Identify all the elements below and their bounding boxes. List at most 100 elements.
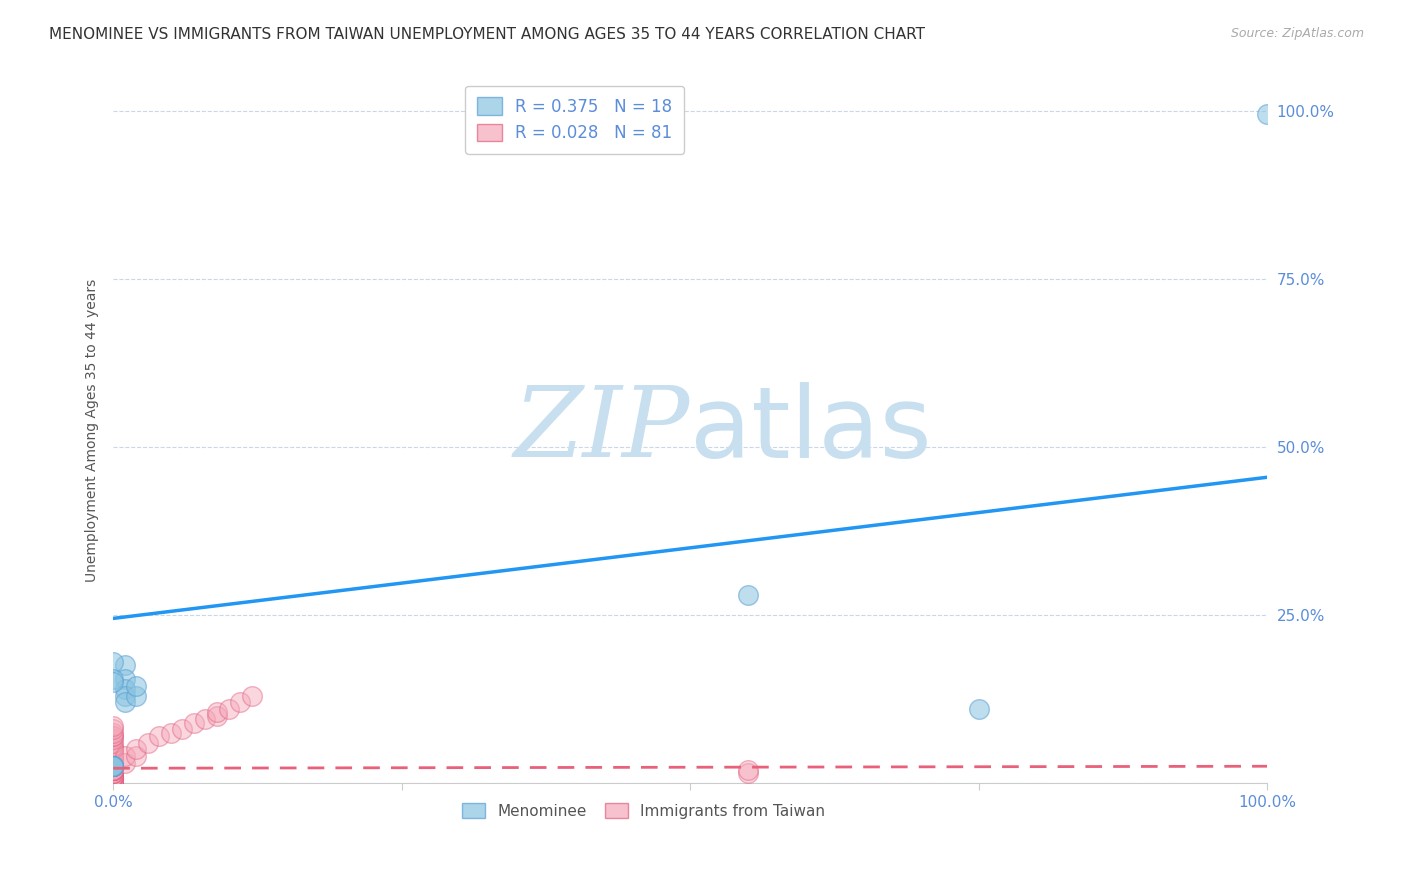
Point xyxy=(103,769,125,783)
Point xyxy=(103,759,125,773)
Point xyxy=(205,706,228,720)
Point xyxy=(103,719,125,733)
Point xyxy=(103,756,125,770)
Point xyxy=(103,756,125,770)
Point xyxy=(114,749,136,764)
Text: atlas: atlas xyxy=(690,382,932,479)
Point xyxy=(114,756,136,770)
Point xyxy=(103,769,125,783)
Point xyxy=(103,763,125,777)
Y-axis label: Unemployment Among Ages 35 to 44 years: Unemployment Among Ages 35 to 44 years xyxy=(86,278,100,582)
Point xyxy=(103,772,125,787)
Point xyxy=(103,675,125,690)
Point xyxy=(240,689,263,703)
Point xyxy=(737,588,759,602)
Point xyxy=(114,689,136,703)
Point xyxy=(103,763,125,777)
Point xyxy=(114,695,136,709)
Point xyxy=(103,759,125,773)
Point xyxy=(103,776,125,790)
Point xyxy=(148,729,170,743)
Point xyxy=(967,702,990,716)
Point xyxy=(103,759,125,773)
Point xyxy=(103,759,125,773)
Point xyxy=(103,742,125,756)
Point xyxy=(103,766,125,780)
Point xyxy=(103,756,125,770)
Point xyxy=(205,709,228,723)
Point xyxy=(103,763,125,777)
Point xyxy=(103,776,125,790)
Point xyxy=(103,759,125,773)
Point xyxy=(103,756,125,770)
Point xyxy=(103,772,125,787)
Point xyxy=(114,681,136,696)
Point xyxy=(103,746,125,760)
Point xyxy=(125,742,148,756)
Point xyxy=(103,749,125,764)
Point xyxy=(103,752,125,766)
Point xyxy=(103,769,125,783)
Point xyxy=(114,672,136,686)
Point xyxy=(103,655,125,669)
Point xyxy=(103,763,125,777)
Point xyxy=(103,763,125,777)
Point xyxy=(103,776,125,790)
Point xyxy=(103,763,125,777)
Point xyxy=(103,769,125,783)
Point xyxy=(737,763,759,777)
Point xyxy=(103,732,125,747)
Point xyxy=(103,742,125,756)
Point xyxy=(103,756,125,770)
Point xyxy=(103,672,125,686)
Point xyxy=(103,759,125,773)
Text: ZIP: ZIP xyxy=(513,383,690,478)
Point xyxy=(229,695,252,709)
Point xyxy=(103,736,125,750)
Point xyxy=(103,766,125,780)
Point xyxy=(103,752,125,766)
Point xyxy=(103,756,125,770)
Point xyxy=(103,766,125,780)
Point xyxy=(103,763,125,777)
Point xyxy=(136,736,159,750)
Point xyxy=(103,763,125,777)
Point xyxy=(737,766,759,780)
Point xyxy=(103,759,125,773)
Point xyxy=(103,769,125,783)
Point xyxy=(103,723,125,737)
Point xyxy=(103,772,125,787)
Point xyxy=(103,759,125,773)
Point xyxy=(160,725,183,739)
Text: Source: ZipAtlas.com: Source: ZipAtlas.com xyxy=(1230,27,1364,40)
Point xyxy=(103,772,125,787)
Point xyxy=(103,729,125,743)
Point xyxy=(103,769,125,783)
Point xyxy=(103,749,125,764)
Point xyxy=(103,772,125,787)
Point xyxy=(183,715,205,730)
Point xyxy=(114,658,136,673)
Point xyxy=(125,679,148,693)
Point xyxy=(103,756,125,770)
Point xyxy=(103,739,125,753)
Point xyxy=(194,712,217,726)
Legend: Menominee, Immigrants from Taiwan: Menominee, Immigrants from Taiwan xyxy=(457,797,831,825)
Point xyxy=(1256,107,1278,121)
Point xyxy=(172,723,194,737)
Text: MENOMINEE VS IMMIGRANTS FROM TAIWAN UNEMPLOYMENT AMONG AGES 35 TO 44 YEARS CORRE: MENOMINEE VS IMMIGRANTS FROM TAIWAN UNEM… xyxy=(49,27,925,42)
Point xyxy=(103,742,125,756)
Point xyxy=(125,689,148,703)
Point xyxy=(103,725,125,739)
Point xyxy=(218,702,240,716)
Point xyxy=(103,766,125,780)
Point xyxy=(103,769,125,783)
Point xyxy=(125,749,148,764)
Point xyxy=(103,763,125,777)
Point xyxy=(103,756,125,770)
Point xyxy=(103,749,125,764)
Point xyxy=(103,756,125,770)
Point xyxy=(103,763,125,777)
Point xyxy=(103,749,125,764)
Point xyxy=(103,759,125,773)
